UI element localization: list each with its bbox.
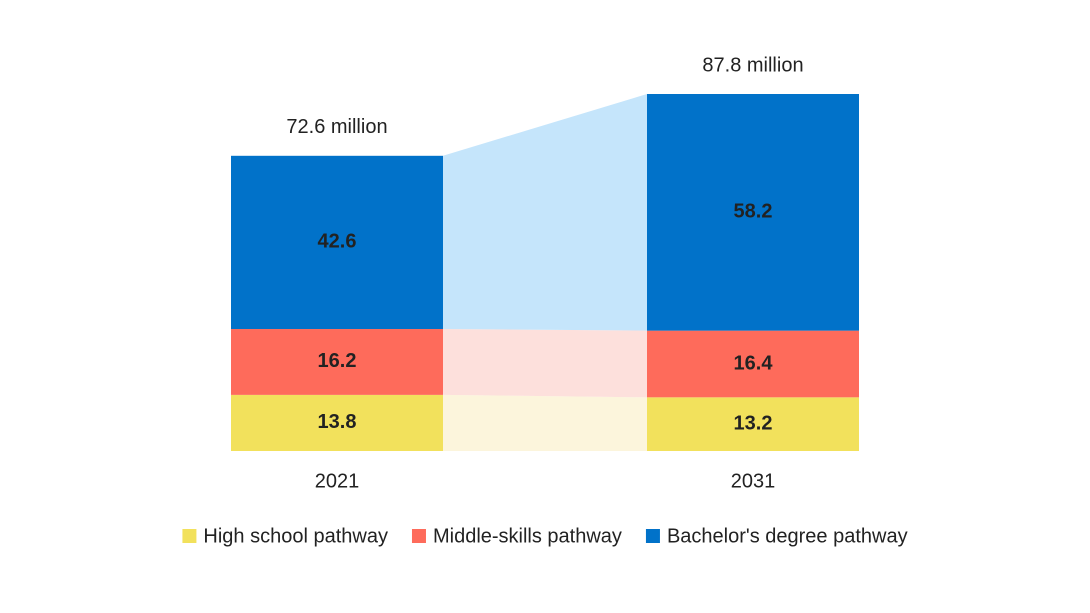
connector <box>443 94 647 331</box>
bar-segment <box>647 330 859 398</box>
bar-segment <box>231 155 443 330</box>
connector <box>443 329 647 398</box>
bar-segment <box>647 397 859 451</box>
legend-label: High school pathway <box>203 525 388 547</box>
x-tick-label: 2021 <box>315 470 360 492</box>
value-label: 58.2 <box>734 201 773 223</box>
legend-swatch <box>411 529 426 543</box>
value-label: 13.8 <box>318 411 357 433</box>
total-label: 87.8 million <box>702 54 803 76</box>
bar-segment <box>231 329 443 395</box>
value-label: 42.6 <box>318 231 357 253</box>
value-label: 16.2 <box>318 350 357 372</box>
legend-swatch <box>645 529 660 543</box>
value-label: 13.2 <box>734 412 773 434</box>
value-label: 16.4 <box>734 352 774 374</box>
bar-segment <box>647 94 859 331</box>
legend-label: Middle-skills pathway <box>433 525 622 547</box>
total-label: 72.6 million <box>286 116 387 138</box>
connector <box>443 394 647 451</box>
x-tick-label: 2031 <box>731 470 776 492</box>
legend-swatch <box>182 529 197 543</box>
bar-segment <box>231 394 443 451</box>
legend-label: Bachelor's degree pathway <box>667 525 908 547</box>
